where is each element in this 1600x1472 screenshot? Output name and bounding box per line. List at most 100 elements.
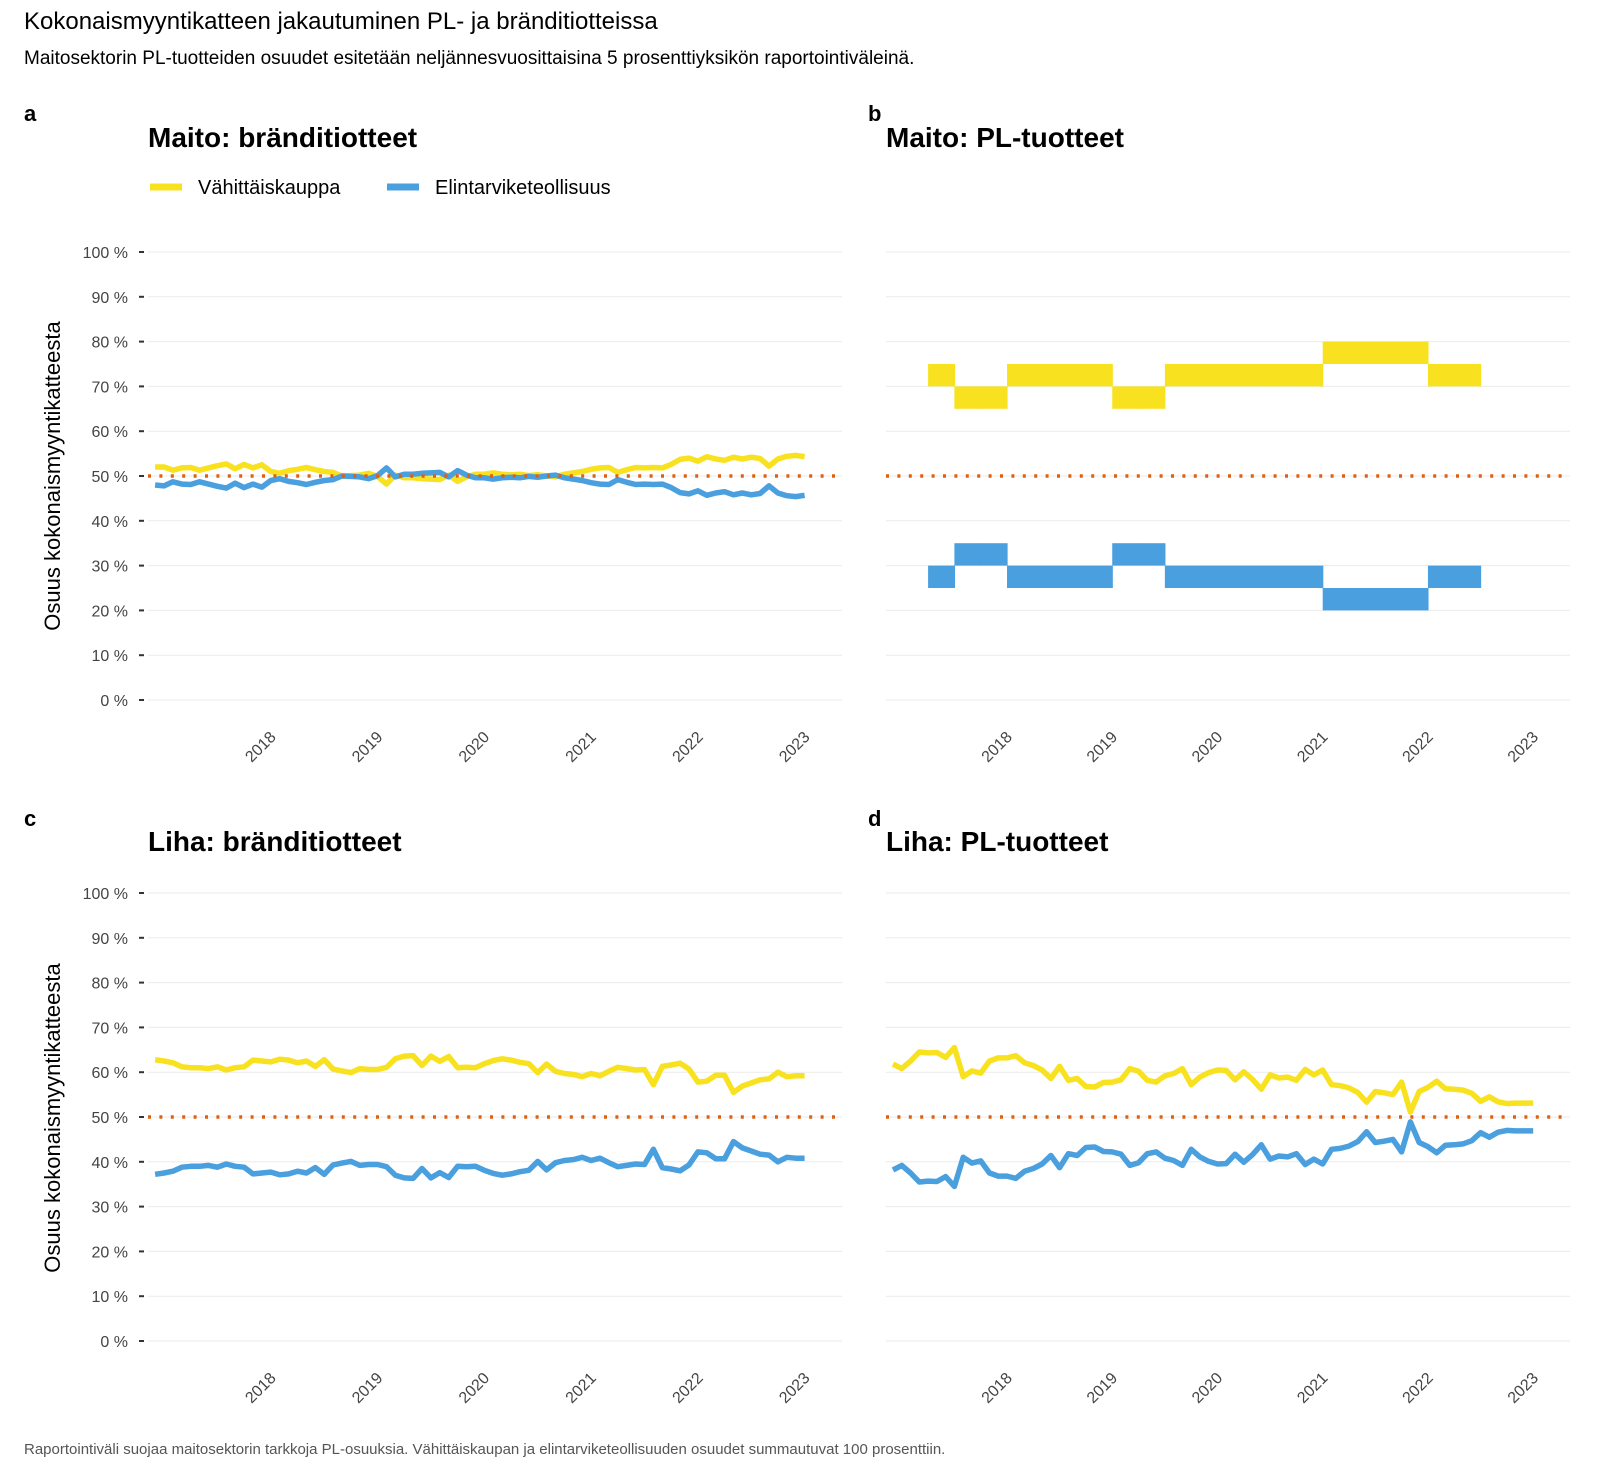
band-segment: [1059, 364, 1087, 387]
band-segment: [1085, 364, 1113, 387]
y-axis-label-c: Osuus kokonaismyyntikatteesta: [40, 963, 65, 1273]
band-segment: [1138, 386, 1166, 409]
band-segment: [1349, 588, 1376, 611]
x-tick-label: 2021: [1294, 1370, 1331, 1407]
plot-area-b: 2018 2019 2020 2021 2022 2023: [886, 251, 1570, 766]
band-segment: [1427, 364, 1455, 387]
y-tick-label: 70 %: [92, 379, 128, 396]
figure-subtitle: Maitosektorin PL-tuotteiden osuudet esit…: [24, 48, 915, 69]
panel-title-d: Liha: PL-tuotteet: [886, 826, 1108, 857]
x-tick-label: 2019: [349, 729, 386, 766]
series-line: [154, 1052, 805, 1096]
y-tick-label: 90 %: [92, 290, 128, 307]
band-segment: [1085, 565, 1113, 588]
y-axis-label-a: Osuus kokonaismyyntikatteesta: [40, 321, 65, 631]
band-segment: [928, 364, 955, 387]
series-line: [891, 1119, 1534, 1190]
y-tick-label: 30 %: [92, 559, 128, 576]
y-tick-label: 60 %: [92, 424, 128, 441]
figure-title: Kokonaismyyntikatteen jakautuminen PL- j…: [24, 8, 658, 35]
band-segment: [1164, 364, 1192, 387]
x-tick-label: 2020: [1189, 1370, 1226, 1407]
band-segment: [1112, 543, 1140, 566]
band-segment: [1138, 543, 1166, 566]
x-tick-label: 2020: [456, 729, 493, 766]
y-tick-label: 50 %: [92, 469, 128, 486]
band-segment: [954, 386, 982, 409]
band-segment: [1454, 565, 1482, 588]
y-tick-label: 40 %: [92, 1155, 128, 1172]
y-tick-label: 20 %: [92, 1244, 128, 1261]
panel-title-a: Maito: bränditiotteet: [148, 122, 417, 153]
x-tick-label: 2018: [242, 1370, 279, 1407]
x-tick-label: 2021: [563, 1370, 600, 1407]
panel-tag-b: b: [868, 101, 881, 126]
band-segment: [1270, 565, 1297, 588]
band-segment: [1007, 364, 1034, 387]
x-tick-label: 2021: [563, 729, 600, 766]
y-tick-label: 80 %: [92, 335, 128, 352]
panel-tag-d: d: [868, 806, 881, 831]
panel-d: d Liha: PL-tuotteet 2018 2019 2020 2021 2022…: [868, 806, 1570, 1407]
series-line: [891, 1044, 1534, 1115]
band-segment: [1322, 588, 1350, 611]
y-tick-label: 0 %: [100, 693, 128, 710]
series-line: [154, 465, 805, 500]
band-segment: [954, 543, 982, 566]
band-segment: [1191, 364, 1219, 387]
band-segment: [928, 565, 955, 588]
band-segment: [1375, 588, 1403, 611]
band-segment: [1270, 364, 1297, 387]
y-tick-label: 70 %: [92, 1020, 128, 1037]
x-tick-label: 2023: [1505, 1370, 1542, 1407]
legend-label-industry: Elintarviketeollisuus: [435, 177, 611, 199]
x-tick-label: 2022: [1400, 1370, 1437, 1407]
panel-title-b: Maito: PL-tuotteet: [886, 122, 1124, 153]
band-segment: [1296, 565, 1324, 588]
y-tick-label: 30 %: [92, 1200, 128, 1217]
band-segment: [1033, 565, 1061, 588]
x-tick-label: 2022: [1400, 729, 1437, 766]
panel-c: c Liha: bränditiotteet Osuus kokonaismyy…: [24, 806, 842, 1407]
x-tick-label: 2021: [1294, 729, 1331, 766]
band-segment: [1401, 588, 1429, 611]
figure-caption: Raportointiväli suojaa maitosektorin tar…: [24, 1441, 946, 1458]
y-tick-label: 90 %: [92, 931, 128, 948]
band-segment: [1217, 565, 1245, 588]
band-segment: [1164, 565, 1192, 588]
x-tick-label: 2020: [1189, 729, 1226, 766]
y-tick-label: 60 %: [92, 1065, 128, 1082]
band-segment: [1296, 364, 1324, 387]
y-tick-label: 20 %: [92, 603, 128, 620]
x-tick-label: 2019: [1084, 729, 1121, 766]
plot-area-a: 0 % 10 % 20 % 30 % 40 % 50 % 60 % 70 % 80 % 90 % 1…: [83, 245, 842, 766]
y-tick-label: 100 %: [83, 886, 128, 903]
band-segment: [980, 543, 1008, 566]
x-tick-label: 2019: [349, 1370, 386, 1407]
y-tick-label: 80 %: [92, 976, 128, 993]
series-line: [155, 452, 805, 487]
x-tick-label: 2018: [979, 1370, 1016, 1407]
band-segment: [1243, 565, 1271, 588]
band-segment: [1059, 565, 1087, 588]
x-tick-label: 2018: [242, 729, 279, 766]
x-tick-label: 2023: [776, 729, 813, 766]
y-tick-label: 50 %: [92, 1110, 128, 1127]
band-segment: [1007, 565, 1034, 588]
legend-label-retail: Vähittäiskauppa: [198, 177, 341, 199]
band-segment: [1375, 341, 1403, 364]
x-tick-label: 2023: [1505, 729, 1542, 766]
band-segment: [1191, 565, 1219, 588]
band-segment: [1427, 565, 1455, 588]
plot-area-d: 2018 2019 2020 2021 2022 2023: [886, 892, 1570, 1407]
band-segment: [1243, 364, 1271, 387]
panel-b: b Maito: PL-tuotteet 2018 2019 2020 2021 202…: [868, 101, 1570, 766]
y-tick-label: 10 %: [92, 648, 128, 665]
band-segment: [1112, 386, 1140, 409]
band-segment: [1322, 341, 1350, 364]
x-tick-label: 2022: [670, 1370, 707, 1407]
panel-a: a Maito: bränditiotteet Vähittäiskauppa …: [24, 101, 842, 766]
band-segment: [1349, 341, 1376, 364]
band-segment: [1454, 364, 1482, 387]
